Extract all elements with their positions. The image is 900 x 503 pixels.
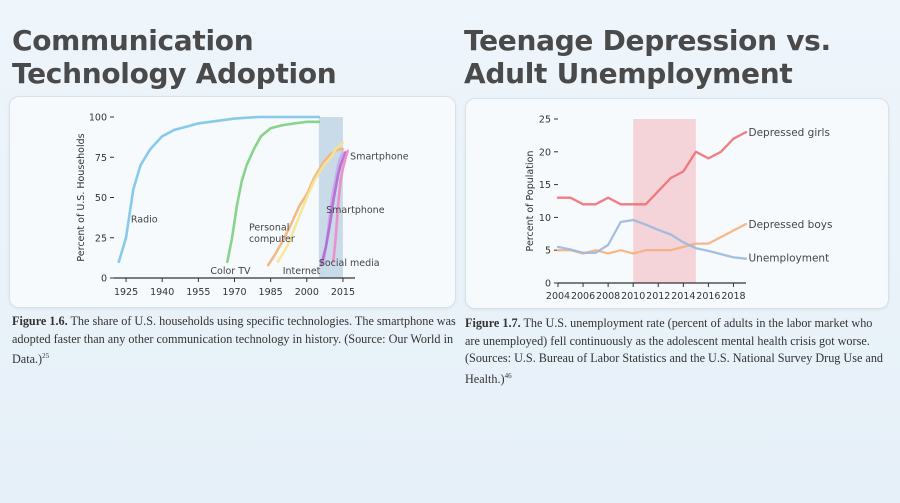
series-line-unemployment <box>556 218 748 260</box>
y-tick-label: 0 <box>101 274 107 285</box>
y-axis-label: Percent of U.S. Households <box>76 133 87 261</box>
x-tick-label: 2015 <box>331 287 355 298</box>
y-tick-label: 20 <box>539 147 551 158</box>
y-tick-label: 0 <box>545 279 551 290</box>
left-figure-label: Figure 1.6. <box>12 314 68 328</box>
right-figure-text: The U.S. unemployment rate (percent of a… <box>465 316 884 386</box>
y-axis-label: Percent of Population <box>525 151 536 252</box>
y-tick-label: 10 <box>539 213 551 224</box>
series-label: Smartphone <box>326 205 385 216</box>
y-tick-label: 15 <box>539 180 551 191</box>
x-tick-label: 2010 <box>621 291 645 302</box>
series-label: Unemployment <box>749 252 830 264</box>
depression-unemployment-chart: 0 5 10 15 20 25 2004 2006 2008 2010 2012 2014 2016 20… <box>525 115 833 303</box>
x-tick-label: 2006 <box>571 291 595 302</box>
right-figure-label: Figure 1.7. <box>465 316 521 330</box>
x-tick-label: 2018 <box>721 291 745 302</box>
x-tick-label: 2012 <box>646 291 670 302</box>
x-tick-label: 2016 <box>696 291 720 302</box>
x-tick-label: 1970 <box>222 287 246 298</box>
series-label: Smartphone <box>350 152 409 163</box>
highlight-band <box>633 119 696 283</box>
x-tick-label: 2008 <box>596 291 620 302</box>
series-label: computer <box>249 234 295 245</box>
right-chart-card: 0 5 10 15 20 25 2004 2006 2008 2010 2012 2014 2016 20… <box>465 98 889 309</box>
left-figure-text: The share of U.S. households using speci… <box>12 314 456 367</box>
right-figure-ref: 46 <box>504 371 512 380</box>
x-tick-label: 2014 <box>671 291 695 302</box>
series-line-radio <box>117 115 321 264</box>
left-figure-caption: Figure 1.6. The share of U.S. households… <box>12 313 456 369</box>
series-line-smartphone <box>320 151 347 267</box>
series-label: Depressed girls <box>749 127 830 139</box>
y-tick-label: 75 <box>95 153 107 164</box>
left-chart-card: 0 25 50 75 100 1925 1940 1955 1970 1985 2000 2015 Pe… <box>9 96 456 308</box>
y-tick-label: 5 <box>545 246 551 257</box>
series-line-social-media <box>332 149 350 264</box>
series-line-depressed-girls <box>556 130 748 206</box>
series-line-internet <box>276 141 345 264</box>
left-chart-title: Communication Technology Adoption <box>12 24 337 90</box>
x-tick-label: 2000 <box>295 287 319 298</box>
x-tick-label: 2004 <box>546 291 570 302</box>
series-label: Social media <box>319 258 380 269</box>
y-tick-label: 25 <box>95 233 107 244</box>
series-label: Radio <box>131 214 158 225</box>
y-tick-label: 50 <box>95 193 107 204</box>
x-tick-label: 1955 <box>186 287 210 298</box>
technology-adoption-chart: 0 25 50 75 100 1925 1940 1955 1970 1985 2000 2015 Pe… <box>76 113 409 299</box>
right-figure-caption: Figure 1.7. The U.S. unemployment rate (… <box>465 315 889 388</box>
series-label: Depressed boys <box>749 219 833 231</box>
series-label: Color TV <box>210 266 251 277</box>
x-tick-label: 1985 <box>259 287 283 298</box>
right-chart-title: Teenage Depression vs. Adult Unemploymen… <box>464 24 831 90</box>
x-tick-label: 1940 <box>150 287 174 298</box>
series-label: Personal <box>249 222 289 233</box>
series-label: Internet <box>283 266 321 277</box>
y-tick-label: 100 <box>89 113 107 124</box>
series-line-color-tv <box>226 120 321 264</box>
y-tick-label: 25 <box>539 115 551 126</box>
left-figure-ref: 25 <box>42 352 50 360</box>
x-tick-label: 1925 <box>114 287 138 298</box>
